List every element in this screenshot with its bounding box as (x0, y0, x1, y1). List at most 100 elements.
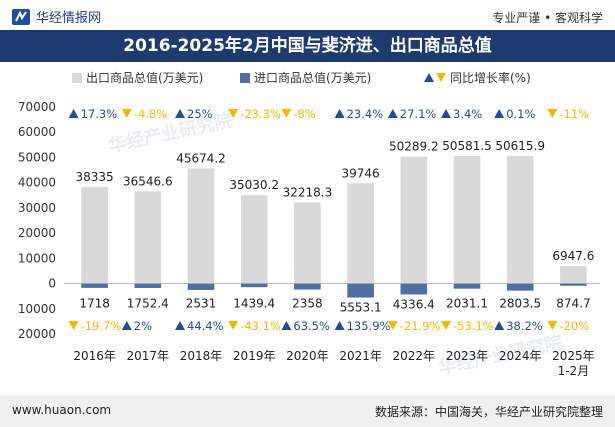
growth-down-triangle-icon (547, 321, 558, 330)
export-growth-label: 23.4% (347, 107, 384, 121)
growth-up-triangle-icon (175, 321, 185, 330)
growth-up-triangle-icon (175, 109, 185, 118)
top-bar: 华经情报网 专业严谨 • 客观科学 (0, 0, 615, 30)
import-bar (294, 283, 321, 290)
import-growth-label: -20% (559, 319, 589, 333)
export-growth-label: 0.1% (506, 107, 535, 121)
export-bar (560, 266, 587, 284)
export-growth-label: 25% (187, 107, 213, 121)
export-bar (134, 191, 162, 284)
export-bar (400, 156, 428, 284)
export-value-label: 32218.3 (283, 185, 333, 199)
x-tick-label: 2021年 (339, 349, 382, 363)
y-tick-label: 50000 (18, 150, 56, 164)
import-value-label: 2803.5 (499, 297, 541, 311)
x-tick-label: 2020年 (286, 349, 329, 363)
growth-down-triangle-icon (121, 109, 132, 118)
import-bar (347, 283, 374, 298)
x-tick-label: 2023年 (446, 349, 489, 363)
import-bar (240, 283, 268, 288)
growth-up-triangle-icon (494, 109, 505, 118)
x-tick-label: 2016年 (73, 349, 116, 363)
import-growth-label: -21.9% (400, 319, 441, 333)
export-bar (240, 195, 268, 284)
y-tick-label: 30000 (18, 201, 56, 215)
import-value-label: 2031.1 (446, 297, 488, 311)
huajing-logo-icon (12, 8, 30, 25)
import-value-label: 1439.4 (233, 297, 275, 311)
x-tick-label: 2024年 (499, 349, 542, 363)
import-value-label: 4336.4 (393, 297, 435, 311)
growth-down-triangle-icon (547, 109, 558, 118)
export-growth-label: -11% (559, 107, 589, 121)
import-growth-label: 2% (134, 319, 152, 333)
export-bar (81, 186, 108, 284)
legend-label-growth: 同比增长率(%) (450, 70, 531, 85)
import-growth-label: -53.1% (453, 319, 494, 333)
footer: www.huaon.com 数据来源：中国海关，华经产业研究院整理 (0, 395, 615, 427)
growth-up-triangle-icon (121, 321, 132, 330)
y-tick-label: 60000 (18, 125, 56, 139)
chart-title: 2016-2025年2月中国与斐济进、出口商品总值 (0, 30, 615, 62)
chart-area: 华经产业研究院 华经产业研究院 出口商品总值(万美元) 进口商品总值(万美元) 同比增长… (0, 62, 615, 392)
import-value-label: 874.7 (556, 297, 590, 311)
y-tick-label: 40000 (18, 176, 56, 190)
import-bar (506, 283, 534, 291)
import-growth-label: -43.1% (240, 319, 281, 333)
export-value-label: 38335 (76, 170, 114, 184)
export-bar (347, 183, 374, 284)
watermark-text: 华经产业研究院 (106, 109, 234, 157)
data-source: 数据来源：中国海关，华经产业研究院整理 (374, 405, 603, 419)
import-value-label: 1718 (79, 297, 110, 311)
export-value-label: 6947.6 (552, 249, 594, 263)
growth-up-triangle-icon (334, 109, 345, 118)
import-bar (453, 283, 481, 289)
import-bar (187, 283, 215, 290)
import-bar (134, 283, 162, 288)
import-growth-label: 135.9% (347, 319, 391, 333)
export-value-label: 35030.2 (229, 178, 279, 192)
legend-swatch-import (240, 73, 250, 83)
export-bar (453, 155, 481, 284)
growth-up-triangle-icon (334, 321, 345, 330)
slogan: 专业严谨 • 客观科学 (492, 11, 603, 25)
growth-down-triangle-icon (387, 321, 398, 330)
legend-up-triangle-icon (424, 73, 434, 82)
import-growth-label: -19.7% (81, 319, 122, 333)
export-bar (506, 155, 534, 284)
legend-swatch-export (72, 73, 82, 83)
growth-down-triangle-icon (228, 321, 239, 330)
import-growth-label: 63.5% (293, 319, 330, 333)
import-value-label: 2358 (292, 297, 323, 311)
growth-down-triangle-icon (281, 109, 292, 118)
import-bar (560, 283, 587, 286)
import-value-label: 1752.4 (127, 297, 169, 311)
x-tick-label: 2017年 (127, 349, 170, 363)
import-value-label: 2531 (186, 297, 217, 311)
growth-up-triangle-icon (441, 109, 451, 118)
y-tick-label: 10000 (18, 251, 56, 265)
export-growth-label: -4.8% (134, 107, 167, 121)
import-value-label: 5553.1 (340, 301, 382, 315)
growth-down-triangle-icon (228, 109, 239, 118)
y-tick-label: 20000 (18, 327, 56, 341)
site-url: www.huaon.com (12, 403, 112, 417)
x-tick-label: 2019年 (233, 349, 276, 363)
legend-label-import: 进口商品总值(万美元) (254, 70, 371, 85)
import-growth-label: 38.2% (506, 319, 543, 333)
export-growth-label: -8% (293, 107, 315, 121)
export-growth-label: 3.4% (453, 107, 482, 121)
import-growth-label: 44.4% (187, 319, 224, 333)
import-bar (81, 283, 108, 288)
export-value-label: 39746 (342, 166, 380, 180)
x-tick-label: 2018年 (180, 349, 223, 363)
x-tick-label: 2025年 (552, 349, 595, 363)
y-tick-label: 10000 (18, 302, 56, 316)
growth-up-triangle-icon (68, 109, 79, 118)
growth-up-triangle-icon (281, 321, 292, 330)
growth-down-triangle-icon (441, 321, 451, 330)
brand-name: 华经情报网 (36, 11, 102, 26)
y-tick-label: 0 (48, 277, 56, 291)
brand: 华经情报网 (12, 7, 101, 26)
